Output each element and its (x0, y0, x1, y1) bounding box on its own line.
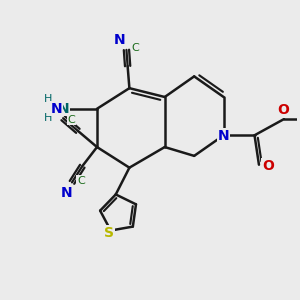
Text: N: N (113, 33, 125, 46)
Text: C: C (68, 115, 75, 125)
Text: H: H (44, 113, 52, 123)
Text: C: C (77, 176, 85, 186)
Text: H: H (44, 94, 52, 104)
Text: S: S (104, 226, 114, 240)
Text: O: O (278, 103, 289, 117)
Text: C: C (131, 44, 139, 53)
Text: N: N (58, 102, 70, 116)
Text: N: N (61, 186, 73, 200)
Text: O: O (262, 159, 274, 173)
Text: N: N (218, 129, 230, 143)
Text: N: N (51, 102, 62, 116)
